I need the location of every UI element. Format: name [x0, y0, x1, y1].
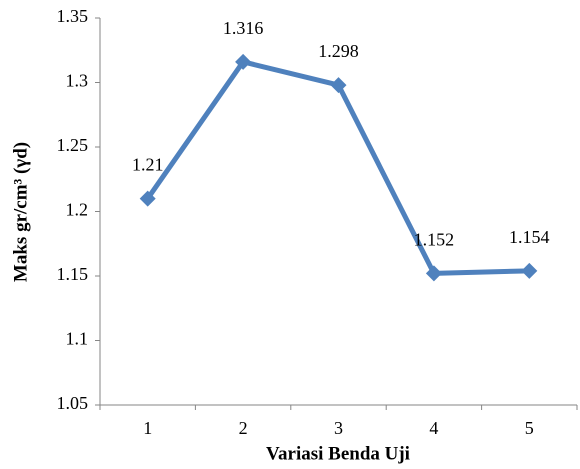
data-label: 1.21 [132, 155, 164, 175]
data-label: 1.154 [509, 227, 550, 247]
y-tick-label: 1.35 [57, 6, 89, 26]
x-axis-title: Variasi Benda Uji [266, 443, 410, 464]
y-tick-label: 1.25 [57, 135, 89, 155]
marker [330, 77, 347, 94]
x-tick-label: 5 [525, 418, 534, 438]
y-tick-label: 1.3 [66, 71, 89, 91]
data-label: 1.316 [223, 18, 264, 38]
y-tick-label: 1.05 [57, 393, 89, 413]
line [145, 59, 530, 276]
y-tick-label: 1.2 [66, 200, 89, 220]
data-label: 1.152 [414, 230, 455, 250]
marker [425, 265, 442, 282]
data-label: 1.298 [318, 41, 359, 61]
y-tick-label: 1.1 [66, 329, 89, 349]
x-tick-label: 4 [429, 418, 438, 438]
marker [235, 53, 252, 70]
x-tick-label: 3 [334, 418, 343, 438]
y-axis-title: Maks gr/cm³ (γd) [10, 142, 31, 282]
x-tick-label: 2 [239, 418, 248, 438]
x-tick-label: 1 [143, 418, 152, 438]
marker [521, 262, 538, 279]
marker [139, 190, 156, 207]
y-tick-label: 1.15 [57, 264, 89, 284]
